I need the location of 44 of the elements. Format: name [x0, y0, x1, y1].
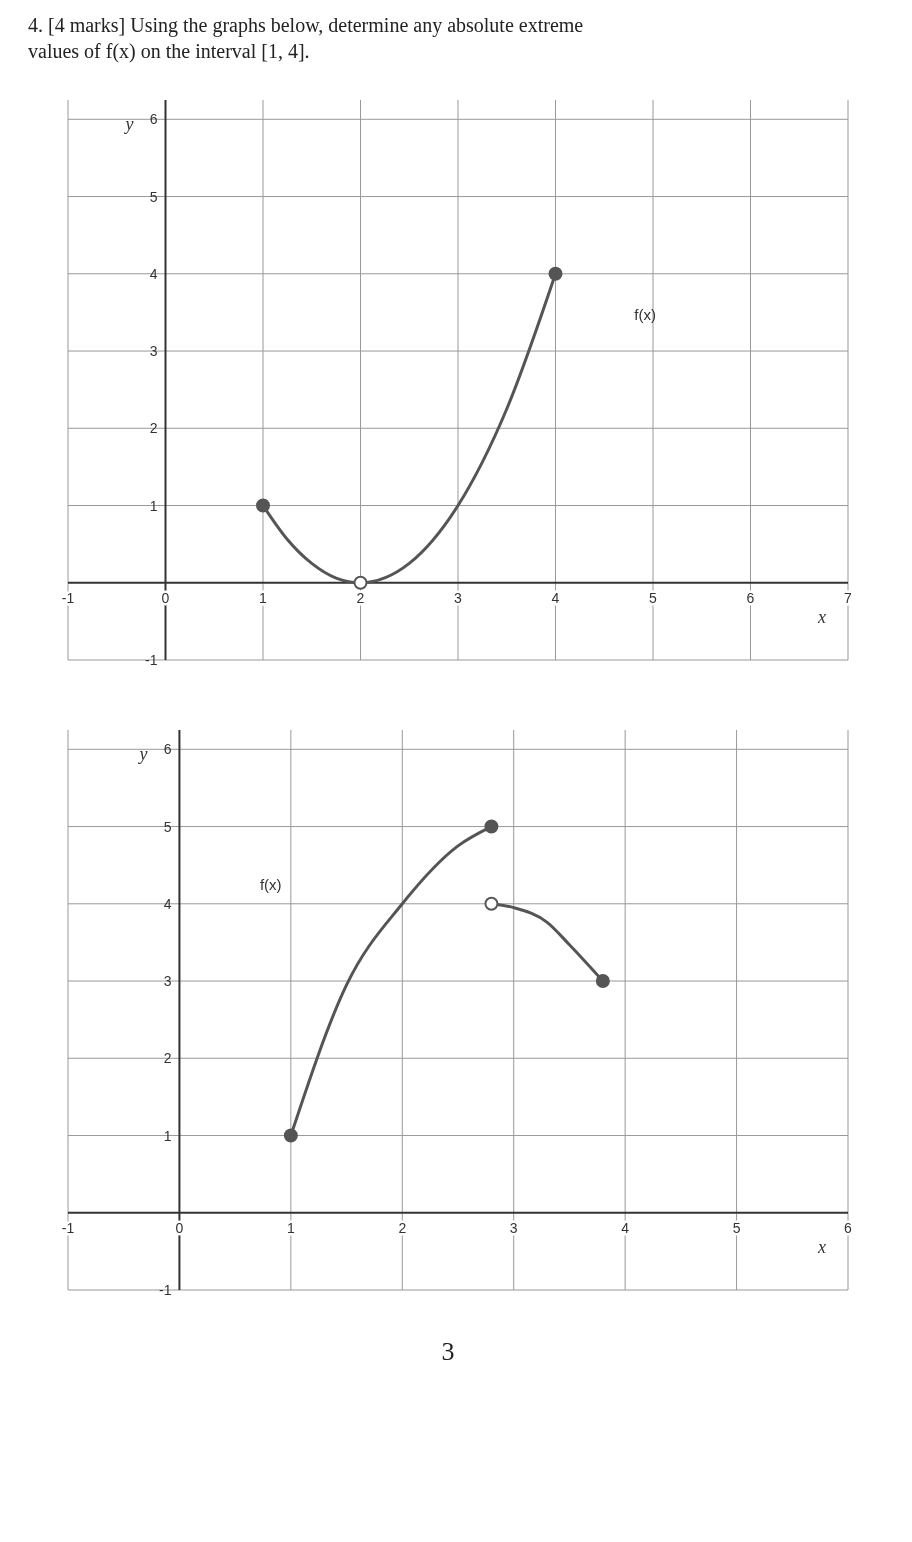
x-tick-label: -1 — [61, 589, 75, 606]
point — [256, 498, 270, 513]
x-tick-label: 1 — [286, 1219, 295, 1236]
x-tick-label: 4 — [621, 1219, 630, 1236]
y-tick-label: 3 — [149, 343, 158, 360]
chart-title: 4. [4 marks] Using the graphs below, determine any absolute extreme values of f(x) on the interval [1, 4]. — [28, 14, 584, 63]
y-tick-label: 3 — [163, 973, 172, 990]
point — [595, 974, 610, 989]
x-tick-label: 2 — [398, 1219, 407, 1236]
y-tick-label: 6 — [149, 111, 158, 128]
y-tick-label: -1 — [158, 1282, 172, 1298]
x-tick-label: 6 — [746, 589, 755, 606]
x-tick-label: 3 — [509, 1219, 518, 1236]
x-tick-label: 6 — [844, 1219, 853, 1236]
y-tick-label: 2 — [149, 420, 158, 437]
x-tick-label: 1 — [259, 589, 268, 606]
x-axis-title: x — [817, 606, 826, 627]
x-tick-label: 5 — [649, 589, 658, 606]
x-tick-label: 2 — [356, 589, 365, 606]
y-tick-label: 5 — [149, 188, 158, 205]
x-tick-label: 5 — [732, 1219, 741, 1236]
y-tick-label: 6 — [163, 741, 172, 758]
y-tick-label: 4 — [163, 895, 172, 912]
annotation: f(x) — [634, 306, 657, 323]
y-tick-label: 2 — [163, 1050, 172, 1067]
point — [283, 1128, 298, 1143]
y-tick-label: 1 — [163, 1127, 172, 1144]
x-tick-label: 4 — [551, 589, 560, 606]
point — [353, 575, 368, 590]
y-tick-label: 4 — [149, 265, 158, 282]
x-tick-label: 7 — [844, 589, 853, 606]
point — [548, 266, 563, 281]
x-tick-label: 3 — [454, 589, 463, 606]
x-tick-label: -1 — [61, 1219, 75, 1236]
point — [484, 819, 499, 834]
annotation: f(x) — [259, 876, 282, 893]
y-axis-title: y — [123, 114, 134, 134]
y-axis-title: y — [137, 744, 148, 764]
x-axis-title: x — [817, 1236, 826, 1257]
y-tick-label: -1 — [145, 652, 158, 668]
point — [484, 896, 499, 911]
y-tick-label: 5 — [163, 818, 172, 835]
text: 3 — [441, 1337, 455, 1366]
y-tick-label: 1 — [149, 497, 158, 514]
